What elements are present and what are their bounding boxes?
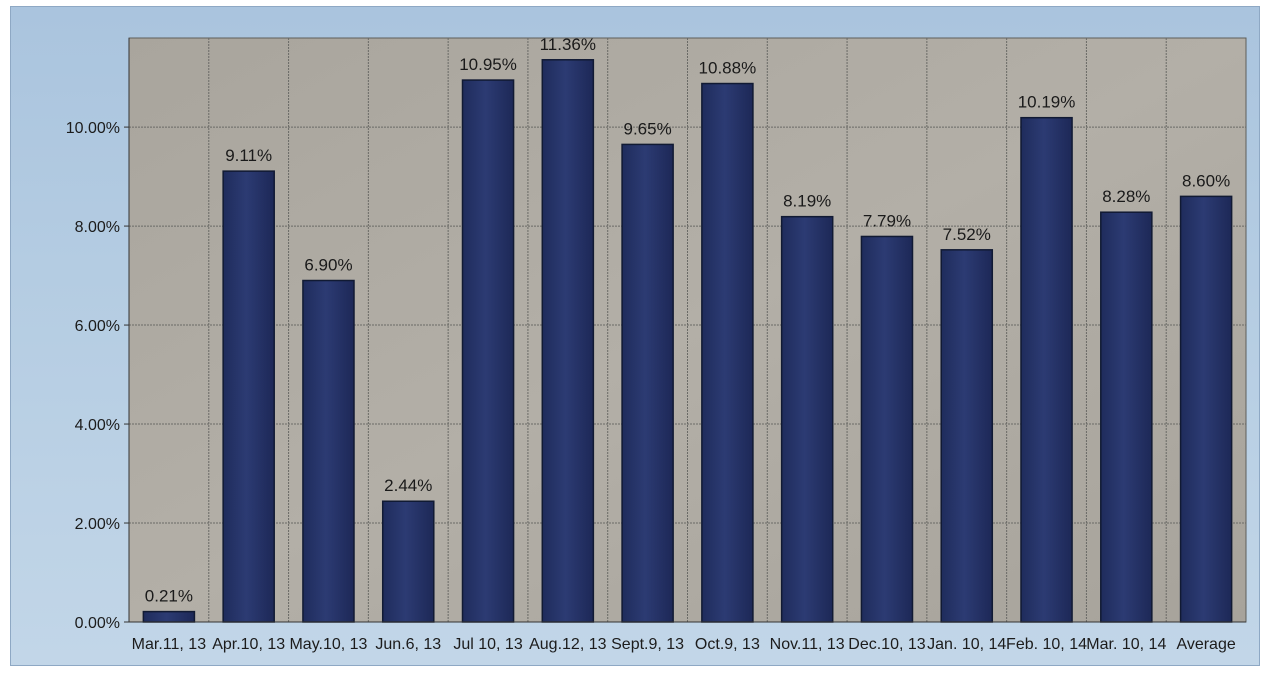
data-label-3: 2.44% bbox=[384, 476, 432, 495]
bar-8 bbox=[780, 215, 834, 623]
bar-4 bbox=[461, 79, 515, 623]
label-layer: 0.21% 9.11% 6.90% 2.44% 10.95% 11.36% 9.65% 10.… bbox=[145, 35, 1230, 606]
data-label-9: 7.79% bbox=[863, 211, 911, 230]
data-label-0: 0.21% bbox=[145, 587, 193, 606]
bar-10 bbox=[940, 249, 994, 623]
x-tick-label-5: Aug.12, 13 bbox=[529, 636, 607, 653]
x-tick-label-4: Jul 10, 13 bbox=[453, 636, 522, 653]
bar-0 bbox=[142, 610, 196, 623]
x-tick-label-10: Jan. 10, 14 bbox=[927, 636, 1006, 653]
data-label-1: 9.11% bbox=[225, 146, 272, 165]
bar-12 bbox=[1100, 211, 1153, 623]
y-tick-label-4: 8.00% bbox=[75, 219, 120, 236]
data-label-7: 10.88% bbox=[699, 59, 757, 78]
x-tick-label-3: Jun.6, 13 bbox=[375, 636, 441, 653]
bar-11 bbox=[1020, 116, 1073, 623]
x-tick-label-0: Mar.11, 13 bbox=[132, 636, 207, 653]
data-label-8: 8.19% bbox=[783, 192, 831, 211]
bar-3 bbox=[381, 500, 435, 623]
x-tick-label-8: Nov.11, 13 bbox=[770, 636, 845, 653]
y-tick-label-5: 10.00% bbox=[66, 120, 120, 137]
x-tick-label-7: Oct.9, 13 bbox=[695, 636, 760, 653]
data-label-10: 7.52% bbox=[943, 225, 991, 244]
data-label-6: 9.65% bbox=[624, 119, 672, 138]
bar-layer bbox=[142, 59, 1233, 623]
data-label-5: 11.36% bbox=[540, 35, 596, 54]
x-tick-label-12: Mar. 10, 14 bbox=[1086, 636, 1166, 653]
data-label-13: 8.60% bbox=[1182, 171, 1230, 190]
x-tick-label-9: Dec.10, 13 bbox=[848, 636, 925, 653]
y-tick-label-2: 4.00% bbox=[75, 417, 120, 434]
bar-1 bbox=[222, 170, 275, 623]
data-label-12: 8.28% bbox=[1102, 187, 1150, 206]
bar-2 bbox=[302, 279, 355, 623]
data-label-4: 10.95% bbox=[459, 55, 517, 74]
x-tick-label-11: Feb. 10, 14 bbox=[1006, 636, 1087, 653]
axis-layer: 0.00% 2.00% 4.00% 6.00% 8.00% 10.00% Mar.11, 1… bbox=[66, 38, 1246, 653]
x-tick-label-13: Average bbox=[1176, 636, 1235, 653]
y-tick-label-1: 2.00% bbox=[75, 516, 120, 533]
x-tick-label-6: Sept.9, 13 bbox=[611, 636, 684, 653]
data-label-11: 10.19% bbox=[1018, 93, 1076, 112]
bar-6 bbox=[621, 143, 674, 623]
bar-5 bbox=[541, 59, 595, 623]
bar-9 bbox=[860, 235, 914, 623]
data-label-2: 6.90% bbox=[304, 256, 352, 275]
y-tick-label-3: 6.00% bbox=[75, 318, 120, 335]
bar-7 bbox=[701, 82, 754, 623]
x-tick-label-2: May.10, 13 bbox=[289, 636, 367, 653]
y-tick-label-0: 0.00% bbox=[75, 615, 120, 632]
x-tick-label-1: Apr.10, 13 bbox=[212, 636, 285, 653]
bar-13 bbox=[1179, 195, 1233, 623]
